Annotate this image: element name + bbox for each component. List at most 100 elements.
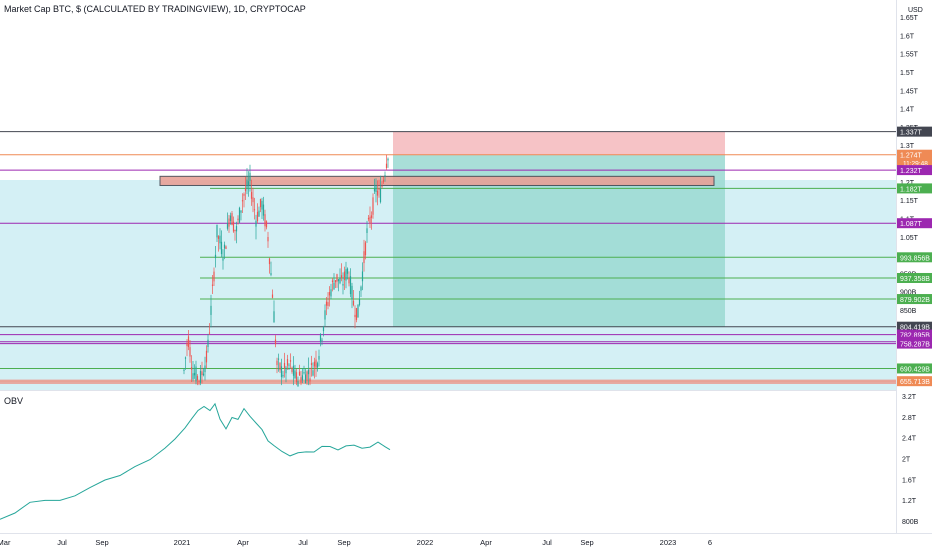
candle-body (261, 200, 263, 210)
candle-body (321, 339, 323, 341)
price-level-label: 937.358B (900, 276, 930, 283)
price-level-label: 804.419B (900, 325, 930, 332)
candle-body (367, 217, 370, 220)
candle-body (211, 284, 214, 286)
candle-body (334, 280, 337, 283)
candle-body (301, 375, 304, 381)
candle-body (184, 357, 187, 359)
candle-body (373, 188, 376, 192)
price-level-label: 690.429B (900, 366, 930, 373)
candle-body (370, 215, 373, 218)
candle-body (246, 179, 248, 189)
candle-body (289, 360, 292, 362)
candle-body (258, 210, 260, 217)
candle-body (252, 197, 254, 203)
resistance-zone (159, 175, 715, 186)
time-tick-label: Apr (480, 538, 492, 547)
candle-body (319, 334, 322, 342)
candle-body (187, 336, 190, 348)
candle-body (265, 221, 268, 228)
time-tick-label: Sep (580, 538, 593, 547)
candle-body (345, 269, 347, 281)
price-level-label: 1.232T (900, 168, 923, 175)
time-tick-label: Mar (0, 538, 11, 547)
candle-body (384, 175, 386, 176)
candle-body (223, 244, 226, 249)
candle-body (228, 218, 230, 227)
candle-body (237, 218, 239, 221)
candle-body (372, 197, 374, 215)
candle-body (253, 209, 256, 211)
obv-tick-label: 2T (902, 457, 911, 464)
candle-body (361, 271, 364, 282)
candle-body (268, 258, 271, 265)
time-tick-label: 6 (708, 538, 712, 547)
price-level-badge (897, 376, 932, 387)
candle-body (199, 370, 202, 383)
candle-body (255, 220, 257, 227)
price-tick-label: 1.4T (900, 107, 915, 114)
time-axis[interactable]: Mar Jul Sep 2021 Apr Jul Sep 2022 Apr Jul Sep 2023 6 (0, 538, 712, 547)
candle-body (249, 172, 251, 181)
candle-body (316, 363, 319, 368)
candle-body (348, 278, 350, 284)
price-level-label: 655.713B (900, 379, 930, 386)
candle-body (315, 359, 317, 368)
candle-body (333, 282, 335, 290)
candle-body (270, 273, 272, 275)
price-level-badge (897, 218, 932, 229)
candle-body (213, 271, 215, 282)
candle-body (307, 369, 310, 375)
candle-body (207, 339, 209, 348)
candle-body (354, 314, 356, 318)
candle-body (192, 373, 194, 380)
candle-body (325, 301, 328, 306)
candle-body (247, 181, 250, 185)
candle-body (330, 289, 332, 297)
price-level-label: 758.287B (900, 342, 930, 349)
candle-body (285, 367, 287, 374)
price-level-badge (897, 149, 932, 168)
price-level-badge (897, 272, 932, 283)
candle-body (349, 276, 352, 295)
candle-body (318, 355, 320, 360)
axis-labels: 1.65T1.6T1.55T1.5T1.45T1.4T1.35T1.3T1.25… (897, 7, 932, 526)
currency-label: USD (908, 7, 923, 14)
obv-tick-label: 2.8T (902, 415, 917, 422)
price-axis[interactable] (896, 0, 932, 533)
candle-body (286, 359, 289, 366)
candle-body (366, 228, 368, 233)
candle-body (277, 358, 280, 360)
obv-tick-label: 1.2T (902, 498, 917, 505)
candle-body (274, 339, 277, 345)
price-tick-label: 850B (900, 308, 917, 315)
candle-body (297, 381, 299, 387)
obv-indicator-label: OBV (4, 396, 24, 406)
candle-body (216, 224, 218, 238)
price-level-badge (897, 126, 932, 137)
candle-body (196, 376, 199, 381)
candle-body (202, 373, 205, 376)
candle-body (303, 372, 305, 374)
candle-body (208, 332, 211, 334)
candle-body (189, 347, 191, 357)
candle-body (375, 185, 377, 192)
price-level-badge (897, 329, 932, 340)
candle-body (340, 275, 343, 279)
candle-body (238, 207, 241, 223)
obv-pane (0, 391, 896, 533)
candle-body (201, 371, 203, 376)
time-tick-label: Jul (542, 538, 552, 547)
candle-body (331, 280, 334, 283)
candle-body (304, 374, 307, 384)
candle-body (295, 372, 298, 383)
candle-body (343, 271, 346, 280)
candle-body (352, 300, 355, 306)
candle-body (312, 370, 314, 376)
candle-body (183, 369, 185, 371)
candle-body (364, 242, 367, 256)
time-tick-label: Sep (95, 538, 108, 547)
candle-body (310, 363, 313, 365)
candle-body (327, 302, 329, 307)
